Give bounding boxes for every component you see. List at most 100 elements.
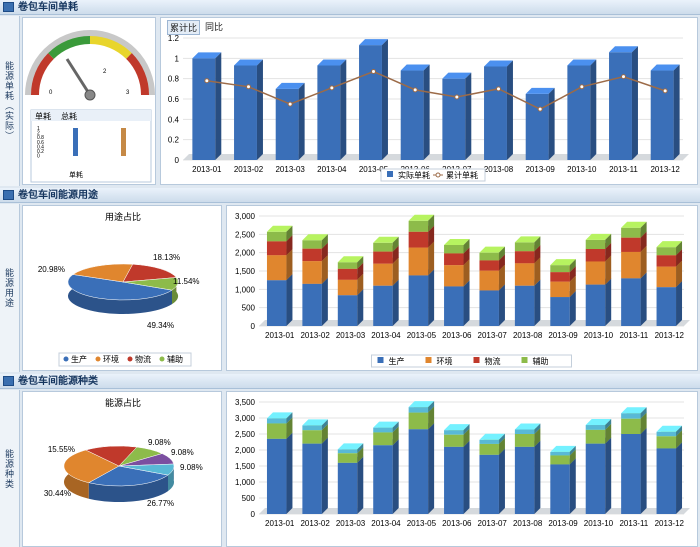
pie-title: 用途占比 (105, 211, 141, 222)
legend-swatch (127, 356, 133, 362)
bar-front (373, 242, 393, 252)
bar-side (340, 59, 347, 161)
bar-top (514, 236, 541, 243)
use-stacked-chart: 0 500 1,000 1,500 2,000 2,500 3,000 2013-01 2013… (235, 212, 690, 368)
bar-side (534, 423, 541, 434)
legend-label: 实际单耗 (398, 170, 430, 180)
bar-front (621, 413, 641, 419)
bar-side (463, 238, 470, 254)
x-tick-label: 2013-10 (567, 165, 597, 174)
mini-tick-label: 0.2 (37, 149, 44, 155)
x-tick-label: 2013-12 (655, 331, 685, 340)
cumulative-point (371, 69, 376, 75)
bar-front (479, 270, 499, 291)
bar-front (444, 244, 464, 254)
section-title-energy-type: 卷包车间能源种类 (0, 374, 700, 389)
bar-side (357, 443, 364, 454)
bar-side (392, 257, 399, 286)
bar-top (317, 59, 347, 66)
bar-side (640, 231, 647, 252)
bar-side (465, 72, 472, 160)
x-tick-label: 2013-04 (317, 165, 347, 174)
bar-front (444, 253, 464, 266)
bar-front (408, 231, 429, 248)
x-tick-label: 2013-03 (336, 519, 366, 528)
bar-side (286, 412, 293, 424)
tab-yoy[interactable]: 同比 (205, 22, 224, 32)
bar-side (605, 423, 612, 444)
x-tick-label: 2013-04 (371, 519, 401, 528)
x-tick-label: 2013-06 (442, 331, 472, 340)
bar-front (585, 284, 606, 326)
bar-top (442, 72, 472, 79)
bar-side (286, 274, 293, 326)
bar-top (656, 425, 683, 432)
bar-front (514, 263, 535, 286)
bar-side (463, 440, 470, 514)
y-tick-label: 1,000 (235, 478, 256, 487)
bar-side (569, 259, 576, 273)
section-icon (3, 190, 14, 200)
x-tick-label: 2013-01 (265, 331, 295, 340)
bar-top (585, 419, 612, 426)
bar-front (266, 231, 287, 242)
bar-front (479, 252, 499, 261)
bar-side (569, 266, 576, 282)
bar-front (400, 70, 424, 160)
bar-side (286, 432, 293, 514)
y-tick-label: 2,000 (235, 249, 256, 258)
y-tick-label: 2,500 (235, 230, 256, 239)
bar-side (215, 52, 222, 161)
bar-front (621, 434, 641, 514)
use-pie-panel: 用途占比 49.34% 20.98% 18.13% 11.54% 生产 环境 物流 辅助 (22, 205, 222, 371)
gauge-tab-unit[interactable]: 单耗 (35, 111, 51, 121)
bar-front (514, 446, 535, 514)
mini-tick-label: 0.8 (37, 135, 44, 141)
pie-slice (63, 449, 120, 483)
bar-front (302, 261, 322, 284)
bar-side (463, 247, 470, 266)
y-tick-label: 0.4 (168, 115, 180, 124)
y-tick-label: 0.8 (168, 75, 180, 84)
bar-side (392, 421, 399, 433)
bar-top (585, 233, 612, 240)
x-tick-label: 2013-11 (609, 165, 638, 174)
legend-swatch (473, 357, 480, 363)
gauge-min-label: 0 (49, 90, 53, 96)
pie-slice (88, 465, 169, 487)
bar-front (444, 446, 464, 514)
legend-label: 物流 (485, 356, 501, 366)
x-tick-label: 2013-07 (478, 519, 508, 528)
tab-cumulative[interactable]: 累计比 (167, 20, 201, 35)
bar-front (359, 45, 382, 160)
legend-label: 生产 (389, 356, 405, 366)
bar-side (605, 278, 612, 326)
y-tick-label: 1 (175, 54, 180, 63)
use-stacked-panel: 0 500 1,000 1,500 2,000 2,500 3,000 2013-01 2013… (226, 205, 698, 371)
bar-front (302, 283, 322, 326)
bar-side (357, 262, 364, 280)
bar-side (256, 59, 263, 161)
gauge-svg: 0 2 3 单耗 总耗 120.80.60.40.20 单耗 (25, 30, 155, 183)
bar-top (567, 59, 597, 66)
pie-value-label: 9.08% (171, 448, 194, 457)
bar-side (321, 419, 328, 431)
x-tick-label: 2013-11 (619, 519, 648, 528)
gauge-tab-total[interactable]: 总耗 (61, 111, 77, 121)
legend-swatch (377, 357, 384, 363)
bar-front (585, 425, 606, 430)
bar-front (585, 429, 606, 444)
bar-side (381, 39, 388, 160)
bar-side (548, 87, 555, 160)
bar-side (392, 245, 399, 264)
bar-side (498, 264, 505, 291)
bar-side (463, 280, 470, 326)
bar-side (392, 426, 399, 446)
section-icon (3, 2, 14, 12)
pie-side (88, 475, 169, 502)
bar-side (321, 437, 328, 514)
bar-front (514, 251, 535, 264)
bar-side (498, 437, 505, 455)
y-tick-label: 500 (242, 494, 256, 503)
bar-front (550, 297, 570, 326)
